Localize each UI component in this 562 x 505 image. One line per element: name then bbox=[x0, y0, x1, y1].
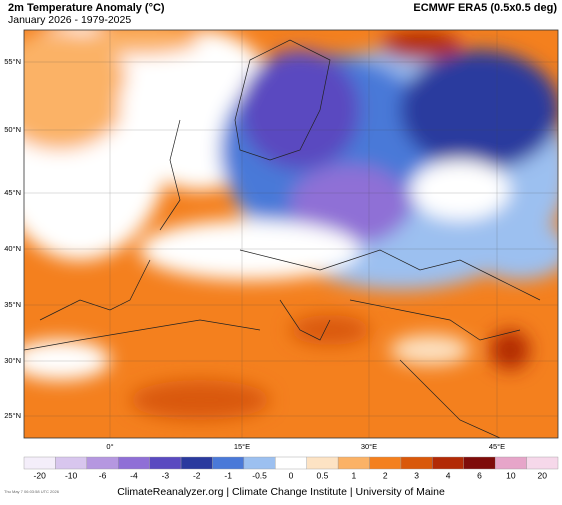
colorbar-swatch bbox=[55, 456, 88, 470]
colorbar-label: -20 bbox=[34, 470, 47, 480]
colorbar-swatch bbox=[118, 456, 150, 470]
colorbar-label: 4 bbox=[446, 470, 451, 480]
colorbar-swatch bbox=[337, 456, 370, 470]
colorbar-swatch bbox=[463, 456, 496, 470]
colorbar-label: 0.5 bbox=[316, 470, 328, 480]
map-field bbox=[24, 30, 558, 438]
timestamp: Thu May 7 06:03:58 UTC 2026 bbox=[4, 489, 60, 494]
colorbar-label: 0 bbox=[289, 470, 294, 480]
colorbar-label: 1 bbox=[351, 470, 356, 480]
lat-label: 50°N bbox=[4, 125, 21, 134]
lat-label: 40°N bbox=[4, 244, 21, 253]
colorbar-swatch bbox=[23, 456, 56, 470]
colorbar-swatch bbox=[275, 456, 307, 470]
colorbar-swatch bbox=[369, 456, 402, 470]
colorbar-label: -4 bbox=[130, 470, 138, 480]
colorbar-label: -10 bbox=[65, 470, 78, 480]
subtitle: January 2026 - 1979-2025 bbox=[8, 14, 131, 26]
source: ECMWF ERA5 (0.5x0.5 deg) bbox=[413, 2, 557, 14]
colorbar-swatch bbox=[526, 456, 559, 470]
colorbar-label: 6 bbox=[477, 470, 482, 480]
lon-label: 30°E bbox=[361, 442, 377, 451]
colorbar-label: 10 bbox=[506, 470, 516, 480]
colorbar-label: -2 bbox=[193, 470, 201, 480]
colorbar-label: -0.5 bbox=[252, 470, 267, 480]
colorbar-swatch bbox=[243, 456, 276, 470]
colorbar-swatch bbox=[86, 456, 119, 470]
lat-label: 55°N bbox=[4, 57, 21, 66]
colorbar-swatch bbox=[306, 456, 339, 470]
colorbar-swatch bbox=[180, 456, 213, 470]
colorbar-label: -1 bbox=[224, 470, 232, 480]
footer-credit: ClimateReanalyzer.org | Climate Change I… bbox=[117, 486, 445, 498]
colorbar-label: -3 bbox=[162, 470, 170, 480]
colorbar-swatch bbox=[149, 456, 182, 470]
lon-label: 15°E bbox=[234, 442, 250, 451]
colorbar-label: -6 bbox=[99, 470, 107, 480]
lon-label: 0° bbox=[106, 442, 113, 451]
lon-label: 45°E bbox=[489, 442, 505, 451]
lat-label: 30°N bbox=[4, 356, 21, 365]
colorbar-label: 2 bbox=[383, 470, 388, 480]
lat-label: 25°N bbox=[4, 411, 21, 420]
lat-label: 45°N bbox=[4, 188, 21, 197]
colorbar-swatch bbox=[212, 456, 245, 470]
lat-label: 35°N bbox=[4, 300, 21, 309]
colorbar-label: 20 bbox=[538, 470, 548, 480]
colorbar-swatch bbox=[400, 456, 433, 470]
colorbar-swatch bbox=[432, 456, 464, 470]
colorbar-label: 3 bbox=[414, 470, 419, 480]
title: 2m Temperature Anomaly (°C) bbox=[8, 2, 165, 14]
colorbar-swatch bbox=[494, 456, 527, 470]
